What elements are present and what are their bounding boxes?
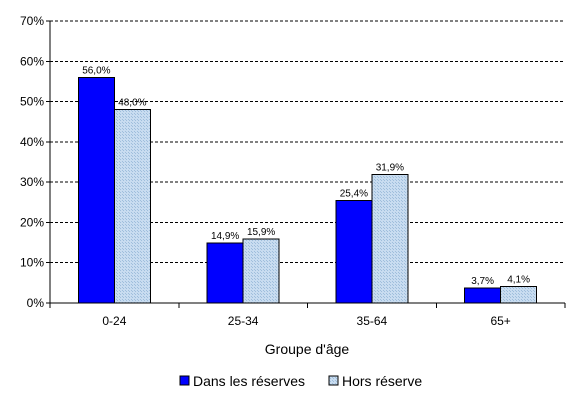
bar-hors-reserve [500,285,538,304]
bar-hors-reserve [371,173,409,304]
bars [77,76,538,304]
y-tick-label: 50% [20,95,44,109]
data-label: 25,4% [340,189,368,200]
x-tick-label: 0-24 [102,314,126,328]
y-tick-label: 20% [20,215,44,229]
data-label: 31,9% [376,162,404,173]
data-label: 48,0% [118,98,146,109]
data-labels: 56,0% 48,0% 14,9% 15,9% 25,4% 31,9% 3,7% 4,1% [82,65,530,287]
x-tick-label: 25-34 [228,314,259,328]
y-tick-label: 30% [20,175,44,189]
data-label: 15,9% [247,227,275,238]
legend-swatch [328,375,339,386]
y-tick-label: 60% [20,54,44,68]
bar-dans-les-reserves [335,200,373,304]
data-label: 4,1% [507,274,530,285]
y-tick-label: 40% [20,135,44,149]
legend-swatch [179,375,190,386]
data-label: 3,7% [471,276,494,287]
x-tick-label: 35-64 [357,314,388,328]
bar-hors-reserve [113,109,151,304]
data-label: 14,9% [211,231,239,242]
bar-dans-les-reserves [206,242,244,304]
y-tick-label: 10% [20,256,44,270]
bar-dans-les-reserves [464,287,502,304]
x-tick-label: 65+ [490,314,510,328]
bar-hors-reserve [242,238,280,304]
legend-label: Dans les réserves [193,373,305,389]
axes [46,20,566,308]
legend-label: Hors réserve [342,373,422,389]
y-tick-label: 0% [27,296,45,310]
tick-labels: 0% 10% 20% 30% 40% 50% 60% 70% 0-24 25-34 35-64 65+ [20,14,511,328]
legend: Dans les réserves Hors réserve [179,373,422,389]
x-axis-title: Groupe d'âge [265,341,350,357]
data-label: 56,0% [82,65,110,76]
y-tick-label: 70% [20,14,44,28]
bar-dans-les-reserves [77,76,115,304]
